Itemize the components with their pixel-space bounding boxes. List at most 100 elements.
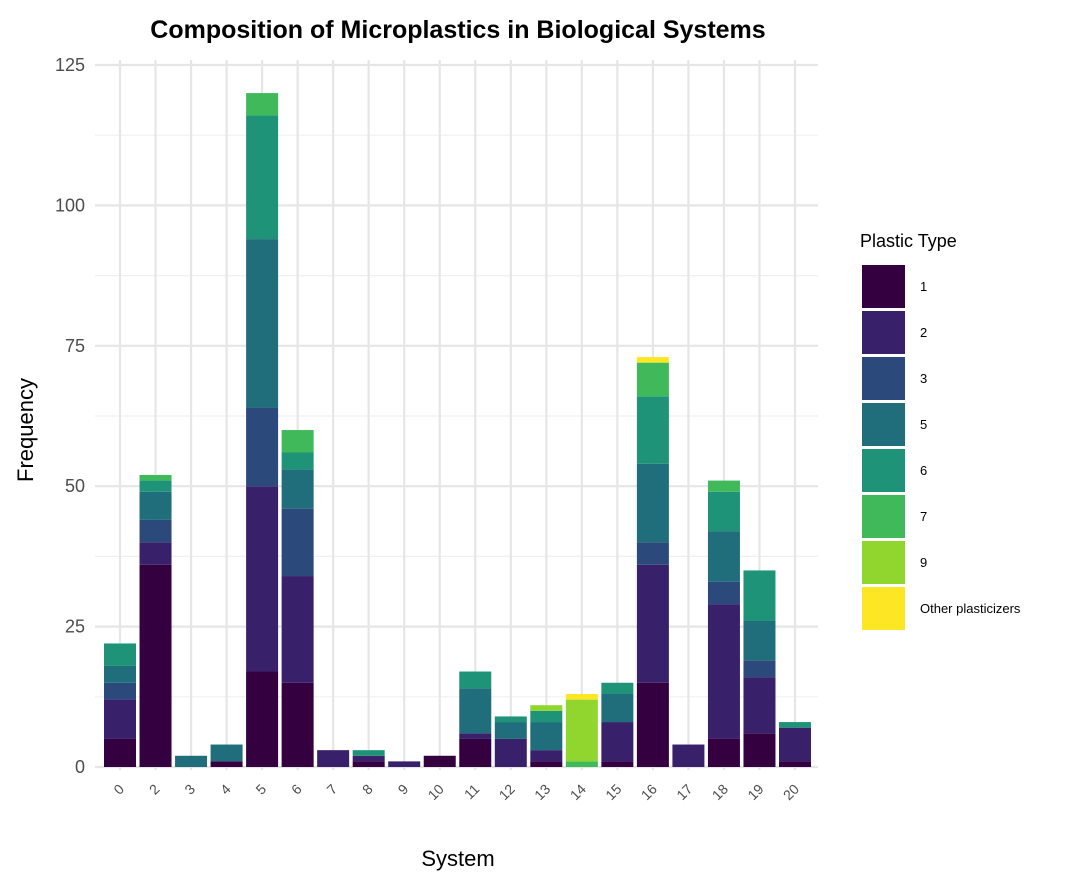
bar-segment <box>601 722 634 762</box>
bar-segment <box>104 665 136 683</box>
bar-segment <box>636 362 669 397</box>
y-axis-ticks: 0 25 50 75 100 125 <box>55 55 85 777</box>
bar-segment <box>743 733 776 767</box>
x-tick-label: 16 <box>638 781 660 803</box>
legend: 1 2 3 5 6 7 9 Other plasticizers <box>862 265 1021 630</box>
bar-segment <box>139 519 172 543</box>
legend-label: 3 <box>920 371 927 386</box>
bar-segment <box>210 744 243 762</box>
legend-label: 9 <box>920 555 927 570</box>
bar-segment <box>246 671 279 767</box>
x-tick-label: 18 <box>709 781 731 803</box>
bar-segment <box>246 239 279 408</box>
y-tick-label: 125 <box>55 55 85 75</box>
legend-swatch <box>862 403 905 446</box>
bar-segment <box>246 407 279 487</box>
bar-segment <box>530 750 563 762</box>
bar-segment <box>530 761 563 767</box>
bar-segment <box>459 688 492 734</box>
bar-segment <box>104 643 136 666</box>
bar-segment <box>459 671 492 689</box>
legend-label: 5 <box>920 417 927 432</box>
y-tick-label: 25 <box>65 617 85 637</box>
legend-swatch <box>862 311 905 354</box>
bar-segment <box>281 576 314 683</box>
legend-swatch <box>862 541 905 584</box>
bar-segment <box>707 480 740 492</box>
bar-segment <box>743 570 776 621</box>
bar-segment <box>246 115 279 240</box>
bar-segment <box>423 755 456 767</box>
x-tick-label: 3 <box>181 781 198 798</box>
legend-title: Plastic Type <box>860 231 957 251</box>
x-tick-label: 7 <box>323 781 340 798</box>
bar-segment <box>636 564 669 683</box>
bar-segment <box>139 480 172 492</box>
bar-segment <box>210 761 243 767</box>
x-tick-label: 13 <box>531 781 553 803</box>
bar-segment <box>104 699 136 739</box>
x-tick-label: 4 <box>217 781 234 798</box>
bars <box>104 93 811 767</box>
x-tick-label: 2 <box>146 781 163 798</box>
bar-segment <box>707 491 740 532</box>
legend-label: 7 <box>920 509 927 524</box>
bar-segment <box>352 750 385 756</box>
x-tick-label: 20 <box>780 781 802 803</box>
bar-segment <box>104 682 136 700</box>
bar-segment <box>352 761 385 767</box>
x-tick-label: 9 <box>395 781 412 798</box>
legend-swatch <box>862 265 905 308</box>
x-tick-label: 11 <box>461 781 483 803</box>
bar-segment <box>601 761 634 767</box>
bar-segment <box>139 542 172 565</box>
x-tick-label: 17 <box>673 781 695 803</box>
bar-segment <box>743 620 776 661</box>
y-tick-label: 0 <box>75 757 85 777</box>
bar-segment <box>281 430 314 453</box>
bar-segment <box>104 738 136 767</box>
x-tick-label: 12 <box>496 781 518 803</box>
bar-segment <box>636 357 669 363</box>
bar-segment <box>743 660 776 678</box>
x-tick-label: 5 <box>252 781 269 798</box>
bar-segment <box>494 722 527 739</box>
bar-segment <box>494 738 527 767</box>
bar-segment <box>743 677 776 734</box>
legend-label: Other plasticizers <box>920 601 1021 616</box>
bar-segment <box>352 755 385 762</box>
legend-swatch <box>862 357 905 400</box>
bar-segment <box>246 93 279 116</box>
bar-segment <box>281 469 314 509</box>
y-tick-label: 75 <box>65 336 85 356</box>
bar-segment <box>601 693 634 723</box>
bar-segment <box>707 604 740 739</box>
bar-segment <box>601 682 634 694</box>
bar-segment <box>707 531 740 582</box>
x-tick-label: 19 <box>744 781 766 803</box>
y-tick-label: 50 <box>65 476 85 496</box>
x-axis-label: System <box>421 846 494 871</box>
legend-label: 1 <box>920 279 927 294</box>
bar-segment <box>636 396 669 464</box>
bar-segment <box>530 710 563 723</box>
x-tick-label: 8 <box>359 781 376 798</box>
bar-segment <box>281 682 314 767</box>
chart-title: Composition of Microplastics in Biologic… <box>150 16 765 44</box>
bar-segment <box>246 486 279 672</box>
legend-swatch <box>862 449 905 492</box>
x-tick-label: 15 <box>602 781 624 803</box>
bar-segment <box>636 682 669 767</box>
bar-segment <box>281 508 314 577</box>
bar-segment <box>779 727 811 762</box>
bar-segment <box>636 542 669 565</box>
bar-segment <box>139 474 172 481</box>
legend-swatch <box>862 587 905 630</box>
bar-segment <box>779 761 811 767</box>
bar-segment <box>779 722 811 728</box>
bar-segment <box>139 491 172 520</box>
bar-segment <box>494 716 527 723</box>
y-tick-label: 100 <box>55 195 85 215</box>
bar-segment <box>139 564 172 767</box>
